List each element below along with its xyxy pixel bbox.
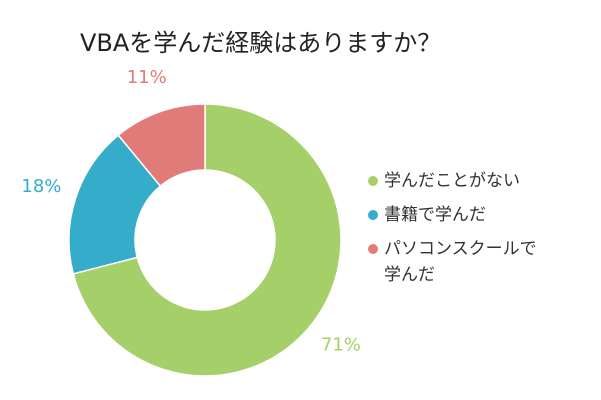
donut-slice: [72, 103, 342, 377]
legend-swatch: [368, 210, 378, 220]
data-label: 11%: [127, 67, 167, 88]
legend: 学んだことがない 書籍で学んだパソコンスクールで学んだ: [368, 168, 548, 296]
donut-slice: [117, 103, 206, 188]
legend-label: 学んだことがない: [384, 171, 520, 191]
chart-title: VBAを学んだ経験はありますか？: [80, 29, 441, 57]
data-label: 18%: [21, 176, 61, 197]
legend-item: 学んだことがない: [368, 168, 548, 194]
legend-item: パソコンスクールで学んだ: [368, 236, 548, 288]
legend-label: 書籍で学んだ: [384, 205, 486, 225]
legend-swatch: [368, 244, 378, 254]
legend-item: 書籍で学んだ: [368, 202, 548, 228]
legend-label: パソコンスクールで学んだ: [384, 239, 537, 285]
data-label: 71%: [321, 334, 361, 355]
legend-swatch: [368, 176, 378, 186]
